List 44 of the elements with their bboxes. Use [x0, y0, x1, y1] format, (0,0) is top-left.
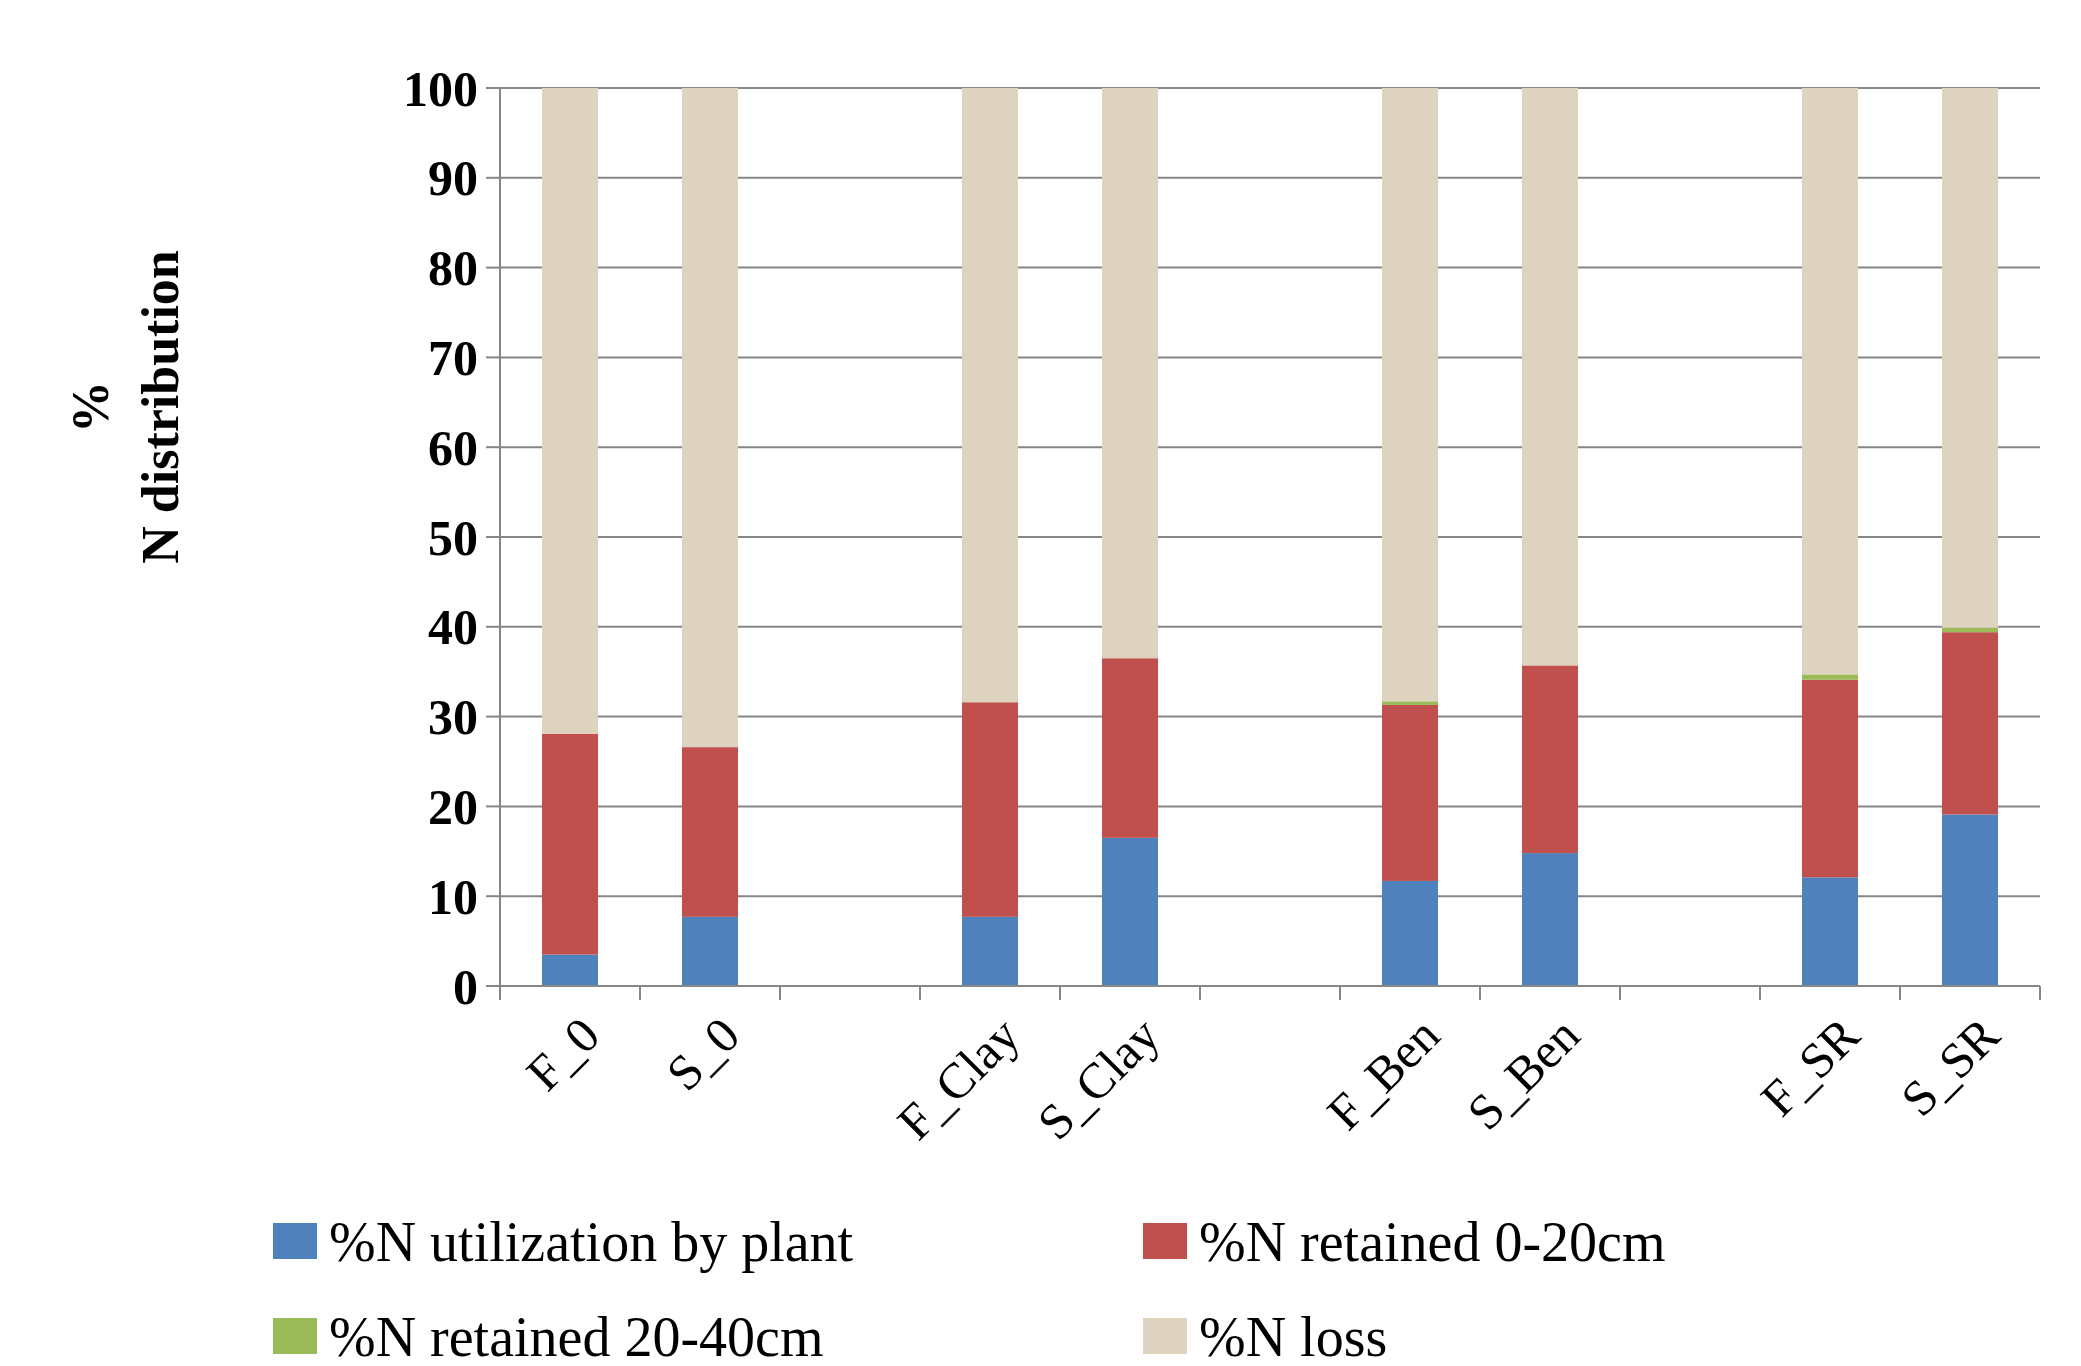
- bar: [542, 733, 598, 955]
- bar: [1942, 632, 1998, 815]
- bar: [1942, 814, 1998, 986]
- legend-label: %N retained 20-40cm: [329, 1305, 824, 1366]
- bar: [962, 702, 1018, 917]
- bar: [542, 88, 598, 734]
- bar: [1802, 674, 1858, 680]
- bar: [682, 747, 738, 917]
- bar: [1802, 877, 1858, 986]
- bar: [682, 916, 738, 986]
- bar: [962, 916, 1018, 986]
- y-tick-label: 30: [428, 689, 478, 746]
- bar: [1382, 701, 1438, 705]
- bar: [1382, 880, 1438, 986]
- legend-label: %N retained 0-20cm: [1199, 1210, 1666, 1273]
- y-tick-label: 80: [428, 240, 478, 297]
- bar: [962, 88, 1018, 703]
- y-tick-label: 60: [428, 419, 478, 476]
- bar: [1382, 88, 1438, 702]
- bar: [1522, 88, 1578, 666]
- y-axis-title: % N distribution: [62, 250, 189, 564]
- y-tick-label: 90: [428, 150, 478, 207]
- y-tick-label: 10: [428, 868, 478, 925]
- bar: [1802, 88, 1858, 675]
- bar: [542, 954, 598, 986]
- bar: [1102, 88, 1158, 659]
- bar: [1102, 837, 1158, 986]
- x-tick-label: S_0: [655, 1006, 751, 1102]
- y-tick-label: 100: [403, 60, 478, 117]
- bar: [1802, 679, 1858, 878]
- y-tick-label: 50: [428, 509, 478, 566]
- bar: [682, 88, 738, 748]
- bar: [1522, 665, 1578, 854]
- y-tick-label: 70: [428, 329, 478, 386]
- bar: [1522, 853, 1578, 986]
- bar: [1382, 704, 1438, 881]
- legend-label: %N utilization by plant: [329, 1210, 854, 1273]
- y-tick-label: 40: [428, 599, 478, 656]
- y-tick-label: 0: [453, 958, 478, 1015]
- y-tick-label: 20: [428, 778, 478, 835]
- bar: [1942, 88, 1998, 628]
- x-tick-label: F_0: [515, 1006, 611, 1102]
- legend-label: %N loss: [1199, 1305, 1388, 1366]
- bar: [1102, 658, 1158, 838]
